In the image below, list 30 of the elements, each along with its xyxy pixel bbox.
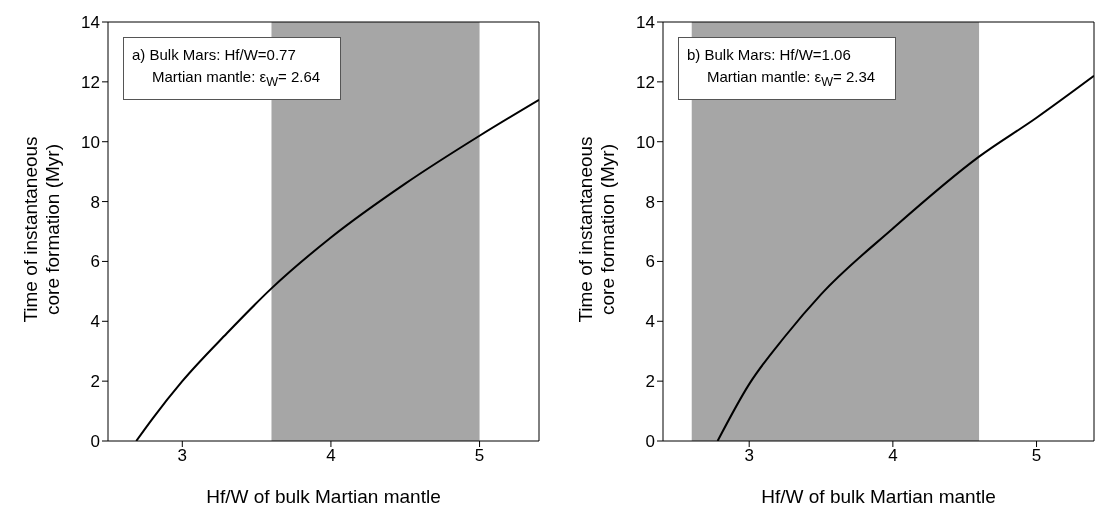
x-tick-label: 5 bbox=[1031, 446, 1042, 466]
y-axis-title: Time of instantaneous core formation (Myr) bbox=[20, 136, 63, 323]
annotation: b) Bulk Mars: Hf/W=1.06 bbox=[687, 45, 852, 65]
y-tick-label: 8 bbox=[90, 192, 100, 212]
y-tick-label: 2 bbox=[90, 372, 100, 392]
x-tick-label: 4 bbox=[326, 446, 336, 466]
y-tick-label: 6 bbox=[645, 252, 655, 272]
y-tick-label: 8 bbox=[645, 192, 655, 212]
y-tick-label: 12 bbox=[636, 72, 655, 92]
y-tick-label: 4 bbox=[645, 312, 655, 332]
y-tick-label: 12 bbox=[81, 72, 100, 92]
x-tick-label: 5 bbox=[474, 446, 485, 466]
y-tick-label: 6 bbox=[90, 252, 100, 272]
y-tick-label: 0 bbox=[90, 432, 100, 452]
annotation: Martian mantle: ε$_{W}$= 2.34 bbox=[706, 67, 876, 91]
x-axis-title: Hf/W of bulk Martian mantle bbox=[761, 486, 996, 507]
annotation: a) Bulk Mars: Hf/W=0.77 bbox=[132, 45, 297, 65]
x-tick-label: 3 bbox=[744, 446, 754, 466]
y-tick-label: 10 bbox=[81, 132, 100, 152]
x-tick-label: 4 bbox=[888, 446, 898, 466]
annotation: Martian mantle: ε$_{W}$= 2.64 bbox=[151, 67, 321, 91]
x-axis-title: Hf/W of bulk Martian mantle bbox=[206, 486, 441, 507]
y-tick-label: 14 bbox=[81, 13, 100, 33]
y-tick-label: 4 bbox=[90, 312, 100, 332]
y-axis-title: Time of instantaneous core formation (Myr) bbox=[575, 136, 618, 323]
y-tick-label: 14 bbox=[636, 13, 655, 33]
y-tick-label: 2 bbox=[645, 372, 655, 392]
y-tick-label: 10 bbox=[636, 132, 655, 152]
x-tick-label: 3 bbox=[177, 446, 188, 466]
y-tick-label: 0 bbox=[645, 432, 655, 452]
